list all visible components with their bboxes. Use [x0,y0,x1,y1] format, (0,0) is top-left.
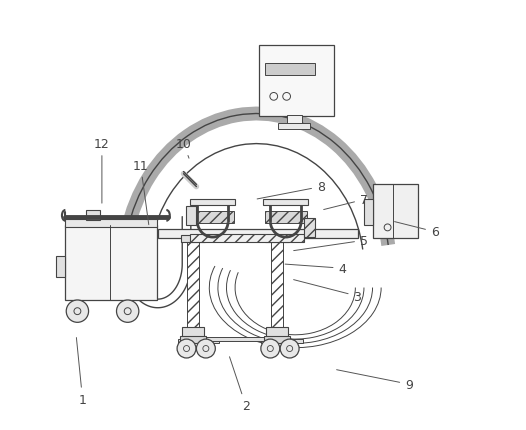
Text: 3: 3 [294,280,361,303]
Text: 9: 9 [337,370,413,391]
Bar [56,257,65,277]
Bar [265,212,307,224]
Circle shape [280,339,299,358]
Text: 8: 8 [257,181,325,200]
Bar [372,185,418,239]
Circle shape [261,339,280,358]
Circle shape [116,300,139,322]
Bar [192,212,234,224]
Text: 2: 2 [229,357,250,412]
Bar [304,218,315,237]
Circle shape [177,339,196,358]
Circle shape [196,339,215,358]
Text: 5: 5 [294,234,368,251]
Bar [287,116,302,125]
Bar [186,206,196,226]
Bar [187,239,199,329]
Text: 10: 10 [176,138,191,159]
Bar [181,235,205,243]
Bar [190,235,304,242]
Bar [265,64,315,76]
Bar [86,211,100,220]
Bar [271,239,283,329]
Bar [278,124,310,129]
Bar [266,328,288,337]
Text: 1: 1 [76,338,86,406]
Text: 6: 6 [394,222,439,239]
Circle shape [66,300,88,322]
Bar [190,199,235,206]
Bar [265,235,289,243]
Text: 11: 11 [133,159,149,225]
Bar [264,336,290,344]
Text: 7: 7 [323,194,368,210]
Bar [65,226,157,301]
Text: 4: 4 [285,262,347,275]
Bar [180,337,290,341]
Bar [261,339,302,344]
Bar [180,336,206,344]
Bar [182,328,204,337]
Bar [65,219,157,227]
Bar [264,199,308,206]
Text: 12: 12 [94,138,110,204]
Bar [177,339,219,344]
Bar [364,200,373,226]
Bar [259,46,334,117]
Bar [158,229,358,239]
